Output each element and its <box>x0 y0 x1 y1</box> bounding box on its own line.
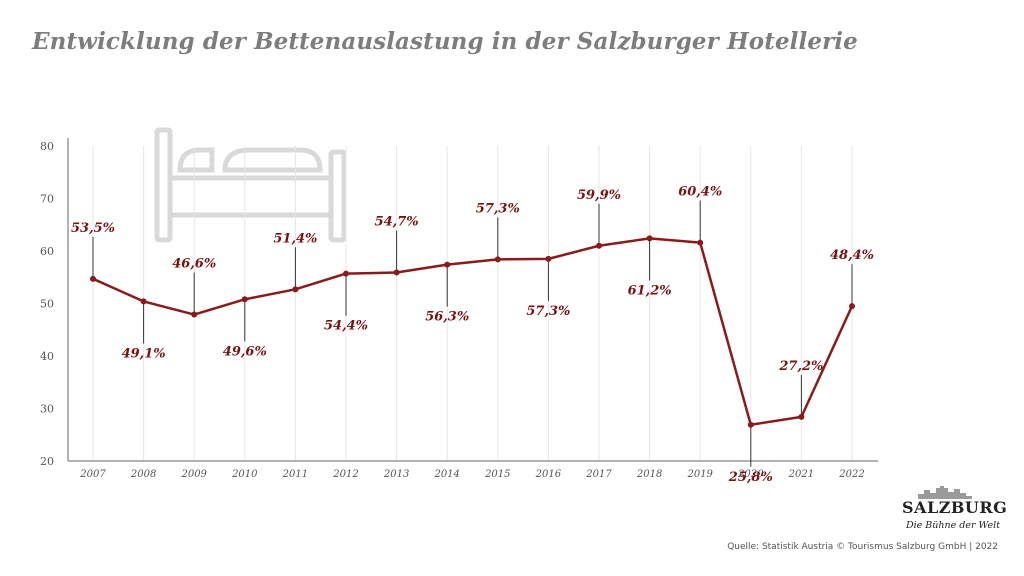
x-tick-label: 2010 <box>231 469 258 480</box>
data-point <box>494 256 501 263</box>
data-point <box>545 255 552 262</box>
data-label: 61,2% <box>628 283 672 298</box>
data-point <box>191 311 198 318</box>
data-label: 51,4% <box>273 231 317 246</box>
data-point <box>241 296 248 303</box>
x-tick-label: 2012 <box>332 469 358 480</box>
y-tick-label: 20 <box>40 455 54 468</box>
x-tick-label: 2021 <box>788 469 814 480</box>
x-tick-label: 2019 <box>686 469 713 480</box>
data-label: 27,2% <box>778 359 823 374</box>
data-label: 49,1% <box>122 346 166 361</box>
data-label: 57,3% <box>476 201 520 216</box>
data-point <box>292 286 299 293</box>
logo-wordmark: SALZBURG <box>902 498 1008 517</box>
series-line <box>92 237 854 427</box>
x-tick-label: 2018 <box>636 469 662 480</box>
x-tick-label: 2007 <box>79 469 106 480</box>
data-point <box>849 303 855 310</box>
x-tick-label: 2022 <box>838 469 864 480</box>
x-tick-label: 2014 <box>433 469 459 480</box>
data-label: 56,3% <box>425 310 469 325</box>
x-tick-label: 2009 <box>180 469 207 480</box>
x-tick-label: 2013 <box>383 469 409 480</box>
x-tick-label: 2011 <box>282 469 308 480</box>
source-note: Quelle: Statistik Austria © Tourismus Sa… <box>727 542 998 552</box>
chart-title: Entwicklung der Bettenauslastung in der … <box>32 28 858 55</box>
logo-tagline: Die Bühne der Welt <box>906 520 1001 531</box>
data-point <box>444 261 451 268</box>
x-tick-label: 2015 <box>484 469 510 480</box>
data-label: 46,6% <box>172 257 216 272</box>
data-point <box>747 421 754 428</box>
salzburg-logo: SALZBURG Die Bühne der Welt <box>900 484 1008 534</box>
data-label: 59,9% <box>577 188 621 203</box>
y-tick-label: 30 <box>40 403 54 416</box>
y-tick-label: 70 <box>40 193 54 206</box>
data-point <box>596 242 602 249</box>
x-tick-label: 2017 <box>585 469 612 480</box>
y-tick-label: 60 <box>40 245 54 258</box>
data-point <box>697 239 704 246</box>
bed-icon <box>154 127 347 243</box>
y-tick-label: 40 <box>40 350 54 363</box>
y-tick-label: 50 <box>40 298 54 311</box>
data-point <box>393 269 400 276</box>
data-label: 25,8% <box>728 470 773 485</box>
data-label: 53,5% <box>71 221 115 236</box>
data-label: 54,4% <box>324 319 368 334</box>
data-point <box>90 275 96 282</box>
data-point <box>140 298 147 305</box>
x-tick-label: 2008 <box>130 469 156 480</box>
x-tick-label: 2020 <box>737 469 764 480</box>
data-label: 49,6% <box>223 344 267 359</box>
data-label: 57,3% <box>526 304 570 319</box>
data-point <box>646 235 653 242</box>
data-label: 48,4% <box>830 248 874 263</box>
y-tick-label: 80 <box>40 140 54 153</box>
data-label: 54,7% <box>375 215 419 230</box>
data-point <box>798 413 805 420</box>
fortress-icon <box>918 486 972 499</box>
data-label: 60,4% <box>678 185 722 200</box>
x-tick-label: 2016 <box>535 469 562 480</box>
data-point <box>343 270 349 277</box>
